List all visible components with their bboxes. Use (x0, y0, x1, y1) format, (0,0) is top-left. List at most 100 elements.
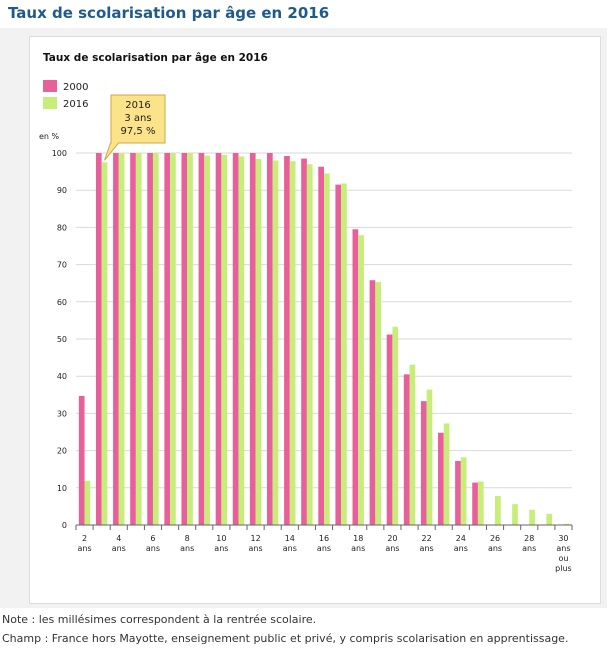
x-tick-label: 12 (250, 534, 260, 543)
x-tick-label: ans (420, 544, 434, 553)
bar-2000-25 (472, 482, 478, 525)
x-tick-label: ans (385, 544, 399, 553)
x-tick-label: 20 (387, 534, 397, 543)
legend-swatch-2000 (43, 80, 57, 92)
bar-2016-23 (443, 423, 450, 525)
x-tick-label: ans (488, 544, 502, 553)
x-tick-label: 28 (524, 534, 534, 543)
bar-2016-22 (426, 389, 433, 525)
x-tick-label: ans (454, 544, 468, 553)
x-tick-label: 14 (285, 534, 295, 543)
tooltip-box (104, 94, 166, 161)
bar-2016-19 (375, 282, 382, 525)
x-tick-label: 24 (456, 534, 466, 543)
bar-2016-24 (460, 457, 467, 525)
x-tick-label: 16 (319, 534, 329, 543)
y-tick-label: 80 (57, 223, 67, 232)
bar-2000-17 (335, 184, 342, 525)
bar-2016-16 (324, 173, 330, 525)
y-axis-ticks: 0 10 20 30 40 50 60 70 80 90 100 (52, 149, 67, 530)
bar-2000-23 (438, 432, 444, 525)
x-tick-label: ou (558, 554, 568, 563)
bar-2016-3 (101, 162, 108, 526)
bar-2000-24 (455, 461, 461, 525)
bar-2016-11 (238, 156, 245, 525)
x-tick-label: ans (522, 544, 536, 553)
x-tick-label: ans (556, 544, 570, 553)
bar-2000-13 (266, 153, 273, 525)
bar-2000-22 (420, 401, 427, 525)
bar-2000-20 (386, 334, 393, 525)
bar-2016-12 (255, 158, 262, 525)
bar-2000-15 (301, 158, 307, 525)
x-tick-label: 26 (490, 534, 500, 543)
x-tick-label: ans (180, 544, 194, 553)
bar-2016-27 (512, 504, 518, 525)
x-axis-ticks: 2ans4ans6ans8ans10ans12ans14ans16ans18an… (75, 525, 573, 573)
bar-2016-18 (358, 235, 364, 525)
y-tick-label: 90 (57, 186, 67, 195)
bar-2016-7 (170, 153, 176, 525)
x-tick-label: plus (555, 564, 572, 573)
bar-2016-28 (529, 509, 535, 525)
y-tick-label: 10 (57, 484, 67, 493)
y-tick-label: 40 (57, 372, 67, 381)
bar-2016-10 (221, 154, 228, 526)
bar-2000-14 (284, 155, 290, 525)
page-title: Taux de scolarisation par âge en 2016 (8, 4, 330, 22)
bar-2000-2 (78, 395, 85, 525)
bar-chart: Taux de scolarisation par âge en 2016 20… (39, 52, 573, 573)
x-tick-label: ans (214, 544, 228, 553)
bar-2000-8 (181, 153, 188, 525)
bar-2016-20 (392, 326, 399, 525)
x-tick-label: 18 (353, 534, 363, 543)
tooltip: 2016 3 ans 97,5 % (104, 94, 166, 161)
x-tick-label: ans (351, 544, 365, 553)
bar-2016-9 (204, 155, 210, 525)
tooltip-line: 2016 (125, 100, 150, 111)
bar-2016-26 (495, 495, 501, 525)
x-tick-label: 8 (185, 534, 190, 543)
x-tick-label: ans (317, 544, 331, 553)
y-tick-label: 0 (62, 521, 67, 530)
y-tick-label: 50 (57, 335, 67, 344)
tooltip-line: 3 ans (124, 113, 151, 124)
bar-2000-12 (249, 153, 256, 525)
bars (78, 153, 570, 526)
legend-swatch-2016 (43, 97, 57, 109)
bar-2000-7 (164, 153, 171, 525)
bar-2000-4 (113, 153, 119, 525)
bar-2000-11 (232, 153, 239, 525)
bar-2000-10 (215, 153, 222, 525)
y-axis-unit-label: en % (39, 132, 60, 141)
bar-2000-5 (130, 153, 136, 525)
y-tick-label: 60 (57, 298, 67, 307)
bar-2016-4 (118, 153, 125, 525)
x-tick-label: 2 (82, 534, 87, 543)
bar-2000-6 (147, 153, 153, 525)
bar-2000-3 (95, 153, 102, 525)
bar-2016-29 (546, 513, 553, 525)
x-tick-label: ans (146, 544, 160, 553)
bar-2016-30 (563, 523, 570, 525)
tooltip-line: 97,5 % (121, 126, 156, 137)
x-tick-label: 30 (558, 534, 568, 543)
chart-card: Taux de scolarisation par âge en 2016 20… (29, 36, 601, 604)
bar-2016-17 (341, 183, 347, 525)
bar-2016-15 (306, 164, 313, 525)
legend-label-2016: 2016 (63, 99, 88, 110)
bar-2016-6 (152, 153, 159, 525)
x-tick-label: 22 (422, 534, 432, 543)
y-tick-label: 20 (57, 447, 67, 456)
bar-2016-14 (289, 161, 296, 525)
x-tick-label: 6 (150, 534, 155, 543)
bar-2000-16 (318, 166, 324, 525)
field-text: Champ : France hors Mayotte, enseignemen… (2, 632, 569, 645)
bar-2016-25 (477, 481, 484, 525)
bar-2000-18 (352, 229, 359, 525)
note-text: Note : les millésimes correspondent à la… (2, 613, 317, 626)
bar-2000-9 (198, 153, 205, 525)
x-tick-label: ans (249, 544, 263, 553)
bar-2016-5 (135, 153, 142, 525)
bar-2016-13 (272, 160, 279, 525)
